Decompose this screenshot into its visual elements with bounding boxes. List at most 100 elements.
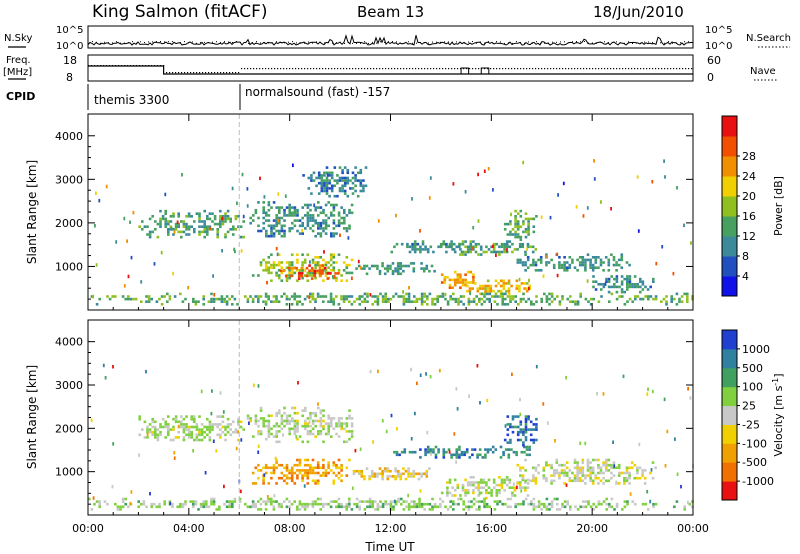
velocity-echo-cell — [232, 430, 235, 434]
cpid-strip: CPID themis 3300 normalsound (fast) -157 — [6, 84, 390, 110]
velocity-echo-cell — [500, 483, 504, 487]
velocity-echo-cell — [462, 502, 465, 506]
velocity-echo-cell — [290, 469, 294, 472]
power-echo-cell — [337, 211, 341, 215]
station-title: King Salmon (fitACF) — [92, 2, 268, 22]
velocity-echo-cell — [591, 469, 595, 472]
power-echo-cell — [167, 230, 170, 234]
velocity-echo-cell — [437, 450, 440, 454]
nsearch-trace-dot — [368, 42, 369, 44]
power-echo-cell — [332, 214, 336, 217]
power-echo-cell — [621, 295, 624, 298]
power-echo-cell — [473, 282, 477, 285]
velocity-echo-cell — [487, 486, 491, 489]
velocity-echo-cell — [224, 428, 227, 431]
velocity-sparse-echo — [453, 432, 456, 436]
power-echo-cell — [288, 263, 291, 267]
freq-trace-dot — [307, 68, 309, 70]
velocity-echo-cell — [581, 458, 585, 462]
velocity-echo-cell — [330, 424, 333, 428]
velocity-echo-cell — [378, 467, 382, 470]
power-sparse-echo — [172, 271, 174, 276]
power-echo-cell — [478, 300, 481, 303]
velocity-echo-cell — [306, 463, 310, 467]
power-echo-cell — [451, 278, 454, 282]
velocity-echo-cell — [238, 500, 242, 503]
power-echo-cell — [213, 217, 217, 221]
velocity-echo-cell — [288, 471, 291, 475]
power-echo-cell — [297, 272, 301, 275]
velocity-echo-cell — [412, 472, 416, 476]
velocity-echo-cell — [303, 471, 307, 475]
velocity-echo-cell — [327, 417, 330, 420]
freq-trace-dot — [250, 68, 252, 70]
power-echo-cell — [206, 230, 209, 234]
power-echo-cell — [283, 234, 286, 238]
velocity-sparse-echo — [516, 485, 518, 490]
power-echo-cell — [423, 300, 426, 303]
freq-trace-dot — [337, 68, 339, 70]
power-echo-cell — [537, 258, 540, 262]
velocity-echo-cell — [304, 422, 307, 425]
velocity-echo-cell — [350, 432, 354, 436]
velocity-echo-cell — [526, 494, 530, 497]
power-echo-cell — [497, 282, 500, 285]
power-echo-cell — [389, 267, 392, 270]
power-sparse-echo — [492, 188, 494, 192]
power-echo-cell — [327, 201, 330, 204]
velocity-echo-cell — [242, 428, 245, 431]
velocity-echo-cell — [283, 474, 286, 477]
velocity-sparse-echo — [663, 397, 666, 402]
nsearch-trace-dot — [648, 41, 649, 43]
velocity-echo-cell — [604, 463, 608, 467]
power-echo-cell — [285, 206, 289, 209]
velocity-echo-cell — [164, 436, 167, 439]
velocity-echo-cell — [485, 483, 488, 487]
power-echo-cell — [584, 266, 587, 269]
power-echo-cell — [413, 245, 417, 249]
velocity-echo-cell — [397, 500, 400, 503]
power-echo-cell — [324, 227, 328, 230]
power-echo-cell — [592, 275, 595, 278]
velocity-echo-cell — [434, 456, 438, 459]
freq-trace-dot — [565, 68, 567, 70]
velocity-echo-cell — [246, 505, 250, 509]
velocity-echo-cell — [483, 502, 486, 506]
power-echo-cell — [396, 272, 400, 276]
velocity-echo-cell — [192, 505, 195, 509]
velocity-echo-cell — [340, 479, 343, 483]
velocity-echo-cell — [216, 415, 219, 418]
power-echo-cell — [328, 179, 331, 182]
power-echo-cell — [124, 297, 127, 301]
power-echo-cell — [453, 281, 457, 284]
velocity-echo-cell — [581, 479, 585, 483]
freq-trace-dot — [592, 68, 594, 70]
freq-trace-dot — [244, 68, 246, 70]
velocity-echo-cell — [262, 417, 265, 420]
velocity-echo-cell — [451, 494, 454, 497]
velocity-sparse-echo — [666, 429, 669, 434]
power-echo-cell — [527, 222, 530, 226]
power-echo-cell — [190, 215, 193, 218]
power-echo-cell — [341, 179, 344, 182]
power-echo-cell — [301, 261, 304, 264]
velocity-echo-cell — [520, 450, 524, 454]
power-echo-cell — [280, 271, 284, 275]
power-colorbar-swatch — [722, 156, 737, 177]
velocity-echo-cell — [309, 471, 312, 475]
power-echo-cell — [452, 248, 456, 251]
velocity-echo-cell — [472, 483, 475, 487]
velocity-echo-cell — [623, 471, 626, 475]
velocity-echo-cell — [290, 502, 294, 506]
velocity-echo-cell — [545, 476, 548, 480]
velocity-echo-cell — [357, 472, 361, 476]
power-echo-cell — [615, 280, 619, 283]
velocity-echo-cell — [407, 467, 410, 470]
power-echo-cell — [464, 273, 467, 276]
power-echo-cell — [456, 281, 460, 284]
velocity-echo-cell — [174, 415, 178, 418]
power-echo-cell — [373, 264, 377, 268]
power-echo-cell — [507, 287, 511, 290]
power-echo-cell — [522, 297, 525, 301]
